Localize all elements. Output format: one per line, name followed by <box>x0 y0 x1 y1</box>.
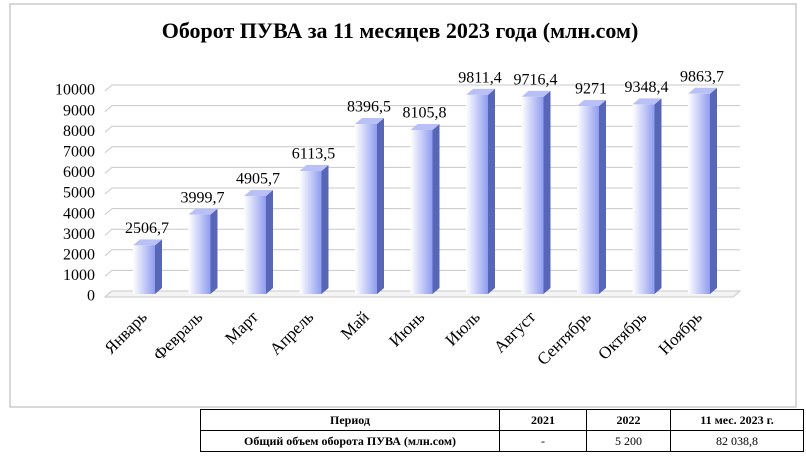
bar <box>188 214 211 294</box>
x-tick-label: Ноябрь <box>655 307 706 358</box>
value-label: 8105,8 <box>403 105 447 122</box>
bar-top <box>188 208 218 215</box>
bar-side <box>321 165 329 294</box>
bar-side <box>155 239 162 294</box>
summary-table: Период 2021 2022 11 мес. 2023 г. Общий о… <box>200 409 804 452</box>
bar-top <box>466 88 495 95</box>
bar-side <box>488 88 495 294</box>
x-tick-label: Июнь <box>385 307 428 350</box>
bar-top <box>521 90 551 97</box>
y-tick-label: 8000 <box>63 123 95 140</box>
y-tick-label: 2000 <box>63 246 95 263</box>
x-tick-label: Май <box>337 307 373 343</box>
bar <box>355 124 377 294</box>
bar <box>521 96 544 294</box>
x-tick-label: Сентябрь <box>533 307 595 369</box>
x-tick-label: Апрель <box>266 307 318 359</box>
y-tick-label: 0 <box>87 288 95 305</box>
value-label: 6113,5 <box>292 146 335 163</box>
y-tick-label: 1000 <box>63 267 95 284</box>
value-label: 8396,5 <box>347 99 391 116</box>
cell: - <box>499 430 587 452</box>
bar <box>299 171 322 294</box>
value-label: 3999,7 <box>181 189 225 206</box>
value-label: 9271 <box>575 81 607 98</box>
y-tick-label: 7000 <box>63 143 95 160</box>
value-label: 9348,4 <box>625 79 669 96</box>
value-label: 9716,4 <box>514 72 558 89</box>
x-tick-label: Июль <box>442 307 484 349</box>
value-label: 9811,4 <box>458 70 501 87</box>
grid-line <box>104 84 740 92</box>
cell: 2021 <box>499 409 587 431</box>
bar <box>133 245 155 294</box>
bar <box>410 130 433 294</box>
bar-side <box>210 208 218 294</box>
cell: 2022 <box>586 409 671 431</box>
cell: Период <box>200 409 500 431</box>
chart-frame <box>9 3 797 408</box>
value-label: 2506,7 <box>125 220 169 237</box>
value-label: 9863,7 <box>680 68 724 85</box>
cell: 5 200 <box>586 430 671 452</box>
bar-side <box>710 87 717 295</box>
chart-title: Оборот ПУВА за 11 месяцев 2023 года (млн… <box>162 18 639 43</box>
x-tick-label: Март <box>221 307 262 348</box>
value-label: 4905,7 <box>236 171 280 188</box>
table-row: Общий объем оборота ПУВА (млн.сом) - 5 2… <box>200 430 804 452</box>
bar-top <box>577 100 606 107</box>
y-tick-label: 10000 <box>55 82 95 99</box>
bar-side <box>654 98 662 294</box>
bar-side <box>543 90 551 294</box>
bar-top <box>688 87 717 94</box>
bar <box>577 106 599 295</box>
bar-top <box>244 189 273 196</box>
y-tick-label: 4000 <box>63 205 95 222</box>
bar-side <box>432 124 440 294</box>
bar-top <box>355 118 384 125</box>
y-tick-label: 6000 <box>63 164 95 181</box>
cell: Общий объем оборота ПУВА (млн.сом) <box>200 430 500 452</box>
table-header: Период 2021 2022 11 мес. 2023 г. <box>200 409 804 431</box>
bar-side <box>266 189 273 294</box>
bar-top <box>133 239 162 246</box>
x-tick-label: Январь <box>101 307 151 357</box>
bar <box>632 104 655 294</box>
bar-top <box>299 165 329 172</box>
y-tick-label: 3000 <box>63 226 95 243</box>
bar <box>466 94 488 294</box>
cell: 11 мес. 2023 г. <box>670 409 804 431</box>
x-tick-label: Февраль <box>149 307 206 364</box>
bar <box>244 195 266 294</box>
bar-top <box>632 98 662 105</box>
bar-side <box>377 118 384 294</box>
chart: Оборот ПУВА за 11 месяцев 2023 года (млн… <box>9 3 797 408</box>
x-tick-label: Август <box>490 307 540 357</box>
y-tick-label: 5000 <box>63 185 95 202</box>
y-tick-label: 9000 <box>63 102 95 119</box>
x-tick-label: Октябрь <box>594 307 650 363</box>
bar <box>688 93 710 295</box>
cell: 82 038,8 <box>670 430 804 452</box>
bar-top <box>410 124 440 131</box>
bar-side <box>599 100 606 295</box>
